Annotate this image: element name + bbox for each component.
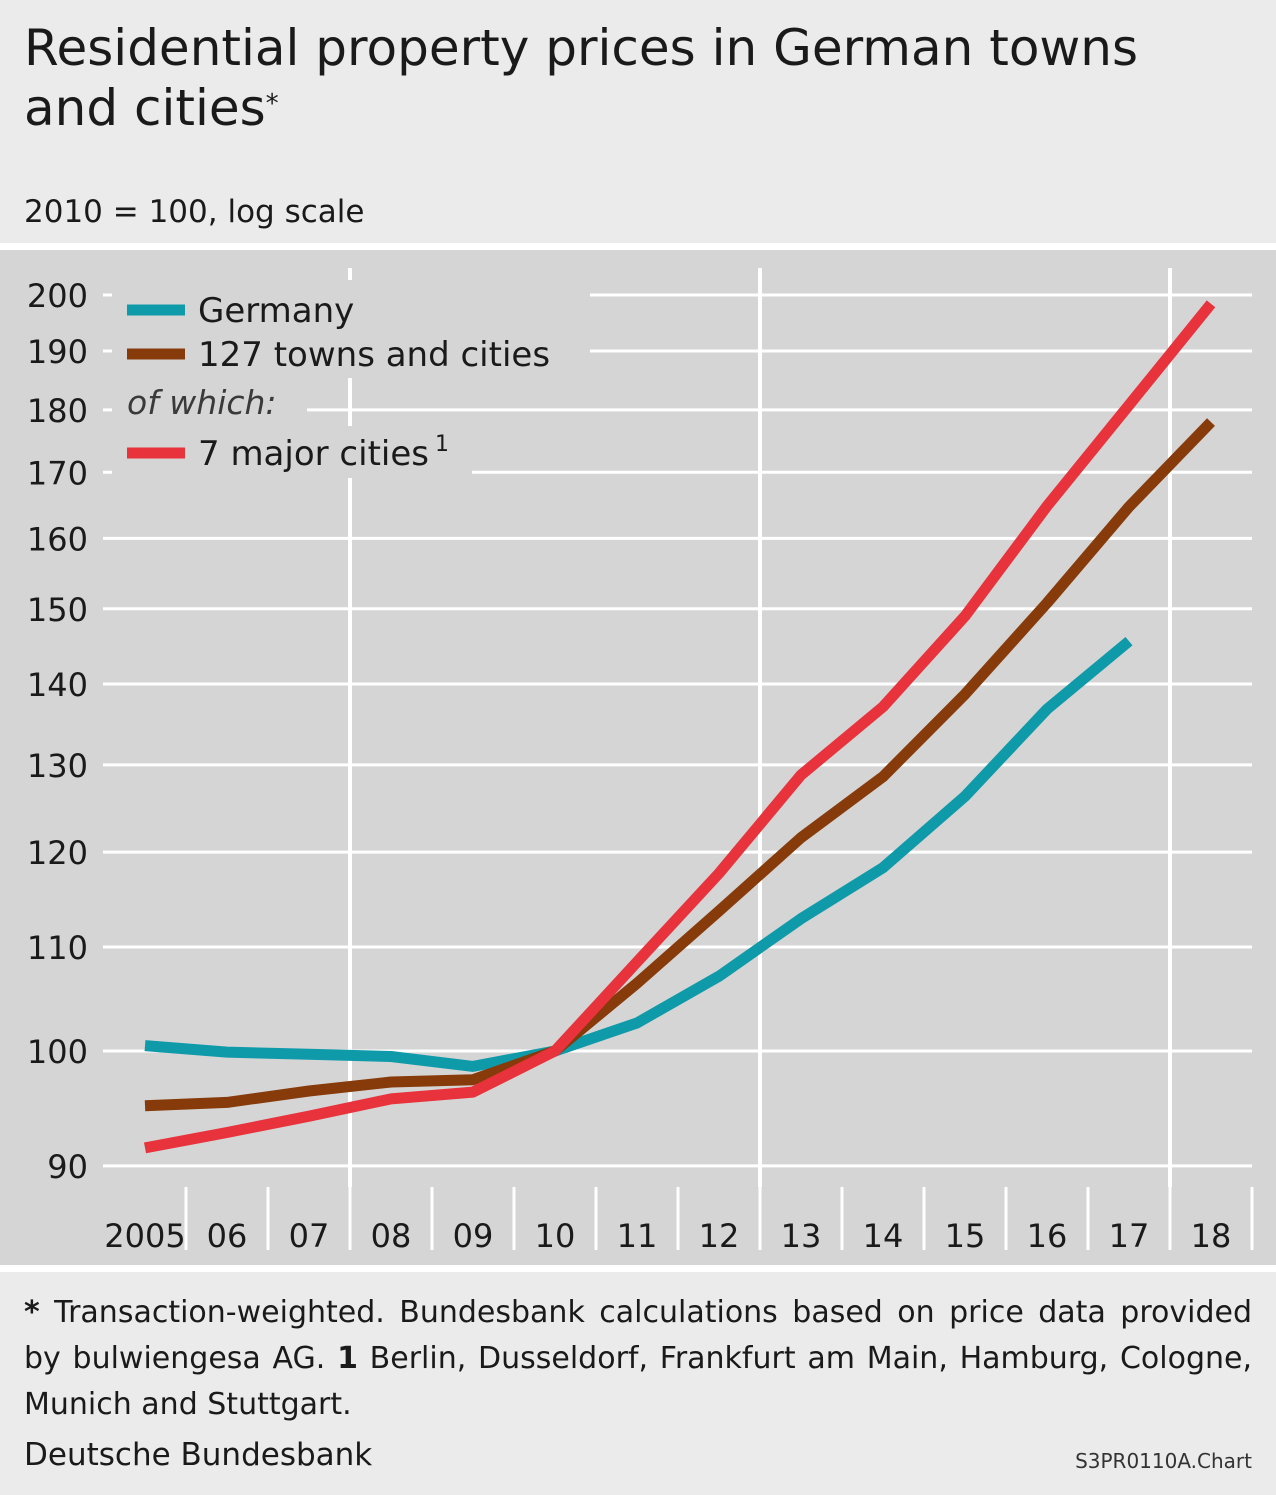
x-tick-label: 06 bbox=[207, 1217, 248, 1255]
x-tick-label: 13 bbox=[781, 1217, 822, 1255]
y-axis-ticks: 90 100 110 120 130 140 150 160 170 180 190 200 bbox=[27, 277, 88, 1186]
x-tick-label: 10 bbox=[535, 1217, 576, 1255]
y-tick-label: 100 bbox=[27, 1033, 88, 1071]
chart-id: S3PR0110A.Chart bbox=[1075, 1449, 1252, 1473]
legend-label-germany: Germany bbox=[198, 291, 354, 331]
x-tick-label: 2005 bbox=[104, 1217, 185, 1255]
series-line-towns-and-cities bbox=[144, 418, 1215, 1112]
legend-footnote-marker: 1 bbox=[435, 432, 449, 457]
title-footnote-marker: * bbox=[265, 89, 279, 119]
x-axis-ticks: 2005 06 07 08 09 10 11 12 13 14 15 16 17 18 bbox=[104, 1187, 1254, 1255]
chart-subtitle: 2010 = 100, log scale bbox=[24, 194, 365, 230]
footnote-text: Transaction-weighted. Bundesbank calcula… bbox=[24, 1295, 1252, 1376]
legend-label-towns-and-cities: 127 towns and cities bbox=[198, 335, 550, 375]
y-tick-label: 150 bbox=[27, 591, 88, 629]
y-tick-label: 170 bbox=[27, 454, 88, 492]
x-tick-label: 08 bbox=[371, 1217, 412, 1255]
y-tick-label: 200 bbox=[27, 277, 88, 315]
y-tick-label: 160 bbox=[27, 520, 88, 558]
x-tick-label: 09 bbox=[453, 1217, 494, 1255]
x-tick-label: 18 bbox=[1191, 1217, 1232, 1255]
footnote: * Transaction-weighted. Bundesbank calcu… bbox=[24, 1290, 1252, 1428]
series-lines bbox=[143, 300, 1216, 1154]
bottom-divider bbox=[0, 1265, 1276, 1272]
footnote1-text: Berlin, Dusseldorf, Frankfurt am Main, H… bbox=[24, 1341, 1252, 1422]
y-tick-label: 110 bbox=[27, 929, 88, 967]
y-tick-label: 90 bbox=[47, 1148, 88, 1186]
chart-title-text: Residential property prices in German to… bbox=[24, 19, 1139, 137]
x-tick-label: 12 bbox=[699, 1217, 740, 1255]
source-label: Deutsche Bundesbank bbox=[24, 1437, 373, 1473]
x-tick-label: 16 bbox=[1027, 1217, 1068, 1255]
legend-label-major-cities: 7 major cities bbox=[198, 434, 429, 474]
x-tick-label: 11 bbox=[617, 1217, 658, 1255]
series-line-major-cities bbox=[143, 300, 1216, 1154]
y-tick-label: 190 bbox=[27, 333, 88, 371]
x-tick-label: 17 bbox=[1109, 1217, 1150, 1255]
top-divider bbox=[0, 243, 1276, 250]
y-tick-label: 130 bbox=[27, 747, 88, 785]
y-tick-label: 140 bbox=[27, 666, 88, 704]
y-tick-label: 120 bbox=[27, 834, 88, 872]
legend-background bbox=[112, 280, 590, 378]
footnote-marker: * bbox=[24, 1295, 40, 1330]
x-tick-label: 14 bbox=[863, 1217, 904, 1255]
chart-title: Residential property prices in German to… bbox=[24, 18, 1244, 138]
legend-background bbox=[112, 378, 307, 426]
series-line-germany bbox=[144, 636, 1133, 1072]
legend-of-which-label: of which: bbox=[127, 383, 277, 422]
y-tick-label: 180 bbox=[27, 392, 88, 430]
x-tick-label: 15 bbox=[945, 1217, 986, 1255]
footnote1-marker: 1 bbox=[337, 1341, 358, 1376]
x-tick-label: 07 bbox=[289, 1217, 330, 1255]
